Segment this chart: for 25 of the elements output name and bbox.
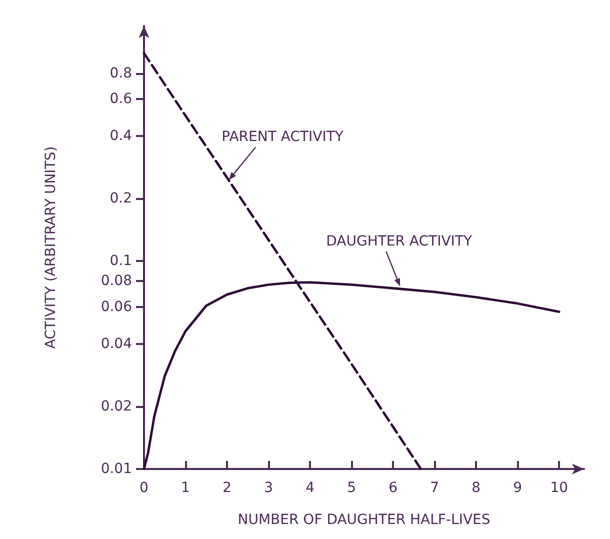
x-axis-title: NUMBER OF DAUGHTER HALF-LIVES bbox=[238, 512, 490, 528]
x-tick-label: 1 bbox=[181, 480, 190, 496]
y-tick-label: 0.08 bbox=[100, 273, 132, 290]
annotation: DAUGHTER ACTIVITY bbox=[326, 233, 472, 250]
y-tick-label: 0.02 bbox=[100, 398, 132, 414]
y-tick-label: 0.4 bbox=[110, 128, 132, 144]
y-tick-label: 0.8 bbox=[110, 65, 132, 82]
y-axis-title: ACTIVITY (ARBITRARY UNITS) bbox=[43, 146, 59, 349]
y-tick-label: 0.06 bbox=[100, 299, 132, 316]
x-tick-label: 6 bbox=[388, 480, 398, 496]
annotation: PARENT ACTIVITY bbox=[222, 129, 344, 146]
x-tick-label: 7 bbox=[430, 480, 440, 496]
y-tick-label: 0.2 bbox=[110, 190, 132, 206]
x-tick-label: 2 bbox=[222, 480, 232, 496]
x-tick-label: 9 bbox=[513, 480, 522, 496]
y-tick-label: 0.04 bbox=[100, 336, 132, 352]
y-tick-label: 0.01 bbox=[100, 461, 132, 477]
y-tick-label: 0.1 bbox=[110, 253, 132, 270]
x-tick-label: 4 bbox=[306, 480, 315, 496]
x-tick-label: 10 bbox=[550, 480, 568, 496]
x-tick-label: 3 bbox=[264, 480, 273, 496]
x-tick-label: 0 bbox=[140, 480, 148, 496]
y-tick-label: 0.6 bbox=[110, 91, 132, 108]
x-tick-label: 8 bbox=[472, 480, 481, 496]
x-tick-label: 5 bbox=[347, 480, 356, 496]
